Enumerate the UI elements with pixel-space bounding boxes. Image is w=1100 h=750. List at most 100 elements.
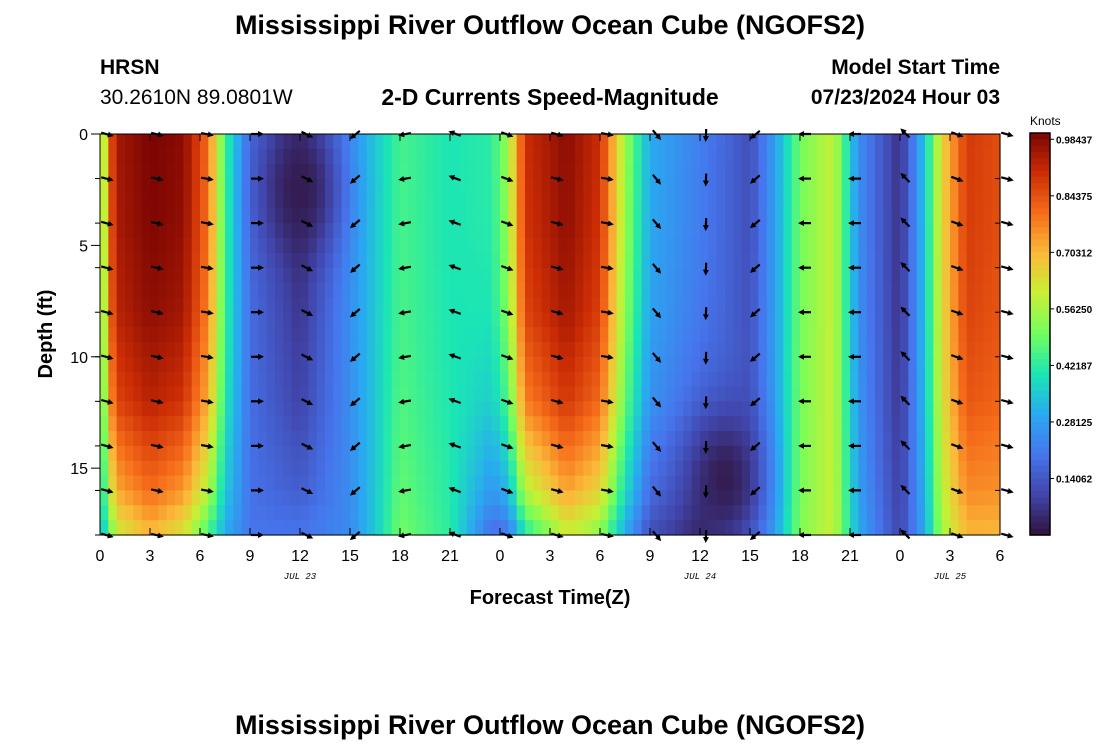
heatmap-cell bbox=[533, 237, 543, 254]
heatmap-cell bbox=[658, 148, 668, 165]
heatmap-cell bbox=[683, 490, 693, 506]
heatmap-cell bbox=[650, 163, 659, 180]
heatmap-cell bbox=[316, 505, 326, 521]
heatmap-cell bbox=[941, 416, 951, 432]
heatmap-cell bbox=[950, 134, 959, 150]
current-arrow bbox=[550, 176, 564, 182]
heatmap-cell bbox=[983, 148, 993, 165]
colorbar-swatch bbox=[1030, 472, 1050, 480]
heatmap-cell bbox=[375, 163, 384, 180]
heatmap-cell bbox=[866, 475, 876, 492]
heatmap-cell bbox=[158, 148, 168, 165]
heatmap-cell bbox=[925, 475, 934, 492]
heatmap-cell bbox=[816, 237, 826, 254]
heatmap-cell bbox=[466, 178, 476, 195]
heatmap-cell bbox=[141, 371, 151, 388]
heatmap-cell bbox=[266, 223, 276, 239]
heatmap-cell bbox=[691, 237, 701, 254]
heatmap-cell bbox=[108, 445, 118, 462]
heatmap-cell bbox=[883, 490, 893, 506]
heatmap-cell bbox=[975, 327, 984, 343]
heatmap-cell bbox=[516, 193, 526, 209]
heatmap-cell bbox=[141, 267, 151, 284]
heatmap-cell bbox=[891, 356, 901, 373]
heatmap-cell bbox=[566, 371, 576, 388]
heatmap-cell bbox=[650, 520, 659, 536]
heatmap-cell bbox=[925, 401, 934, 417]
heatmap-cell bbox=[308, 341, 318, 358]
heatmap-cell bbox=[875, 312, 884, 328]
heatmap-cell bbox=[100, 163, 109, 180]
heatmap-cell bbox=[600, 356, 609, 373]
heatmap-cell bbox=[875, 416, 884, 432]
heatmap-cell bbox=[158, 223, 168, 239]
heatmap-cell bbox=[983, 371, 993, 388]
heatmap-cell bbox=[583, 312, 593, 328]
heatmap-cell bbox=[208, 282, 218, 298]
heatmap-cell bbox=[750, 134, 759, 150]
heatmap-cell bbox=[858, 134, 868, 150]
heatmap-cell bbox=[433, 356, 443, 373]
heatmap-cell bbox=[783, 490, 793, 506]
current-arrow bbox=[349, 486, 361, 496]
heatmap-cell bbox=[758, 327, 768, 343]
heatmap-cell bbox=[316, 312, 326, 328]
heatmap-cell bbox=[158, 134, 168, 150]
heatmap-cell bbox=[791, 237, 801, 254]
heatmap-cell bbox=[175, 416, 184, 432]
heatmap-cell bbox=[991, 297, 1001, 313]
heatmap-cell bbox=[441, 134, 451, 150]
heatmap-cell bbox=[516, 386, 526, 402]
heatmap-cell bbox=[825, 386, 834, 402]
heatmap-cell bbox=[983, 312, 993, 328]
heatmap-cell bbox=[391, 356, 401, 373]
colorbar-swatch bbox=[1030, 478, 1050, 486]
heatmap-cell bbox=[141, 223, 151, 239]
colorbar-swatch bbox=[1030, 365, 1050, 373]
heatmap-cell bbox=[166, 416, 176, 432]
heatmap-cell bbox=[633, 223, 643, 239]
heatmap-cell bbox=[975, 134, 984, 150]
heatmap-cell bbox=[341, 327, 351, 343]
heatmap-cell bbox=[616, 134, 626, 150]
heatmap-cell bbox=[308, 163, 318, 180]
heatmap-cell bbox=[808, 431, 818, 447]
heatmap-cell bbox=[208, 356, 218, 373]
heatmap-cell bbox=[708, 223, 718, 239]
heatmap-cell bbox=[633, 252, 643, 269]
heatmap-cell bbox=[941, 341, 951, 358]
heatmap-cell bbox=[158, 386, 168, 402]
heatmap-cell bbox=[150, 267, 159, 284]
heatmap-cell bbox=[775, 401, 784, 417]
heatmap-cell bbox=[483, 371, 493, 388]
heatmap-cell bbox=[591, 297, 601, 313]
heatmap-cell bbox=[525, 178, 534, 195]
heatmap-cell bbox=[883, 371, 893, 388]
heatmap-cell bbox=[250, 520, 259, 536]
heatmap-cell bbox=[591, 223, 601, 239]
heatmap-cell bbox=[675, 475, 684, 492]
heatmap-cell bbox=[175, 490, 184, 506]
heatmap-cell bbox=[858, 163, 868, 180]
heatmap-cell bbox=[575, 193, 584, 209]
heatmap-cell bbox=[758, 282, 768, 298]
heatmap-cell bbox=[550, 371, 559, 388]
heatmap-cell bbox=[808, 371, 818, 388]
heatmap-cell bbox=[208, 297, 218, 313]
heatmap-cell bbox=[916, 312, 926, 328]
heatmap-cell bbox=[458, 505, 468, 521]
heatmap-cell bbox=[750, 520, 759, 536]
heatmap-cell bbox=[183, 431, 193, 447]
heatmap-cell bbox=[725, 520, 734, 536]
heatmap-cell bbox=[566, 356, 576, 373]
heatmap-cell bbox=[850, 386, 859, 402]
heatmap-cell bbox=[575, 252, 584, 269]
heatmap-cell bbox=[716, 327, 726, 343]
heatmap-cell bbox=[433, 148, 443, 165]
heatmap-cell bbox=[616, 520, 626, 536]
heatmap-cell bbox=[875, 520, 884, 536]
heatmap-cell bbox=[683, 520, 693, 536]
heatmap-cell bbox=[658, 505, 668, 521]
heatmap-cell bbox=[841, 341, 851, 358]
heatmap-cell bbox=[550, 490, 559, 506]
